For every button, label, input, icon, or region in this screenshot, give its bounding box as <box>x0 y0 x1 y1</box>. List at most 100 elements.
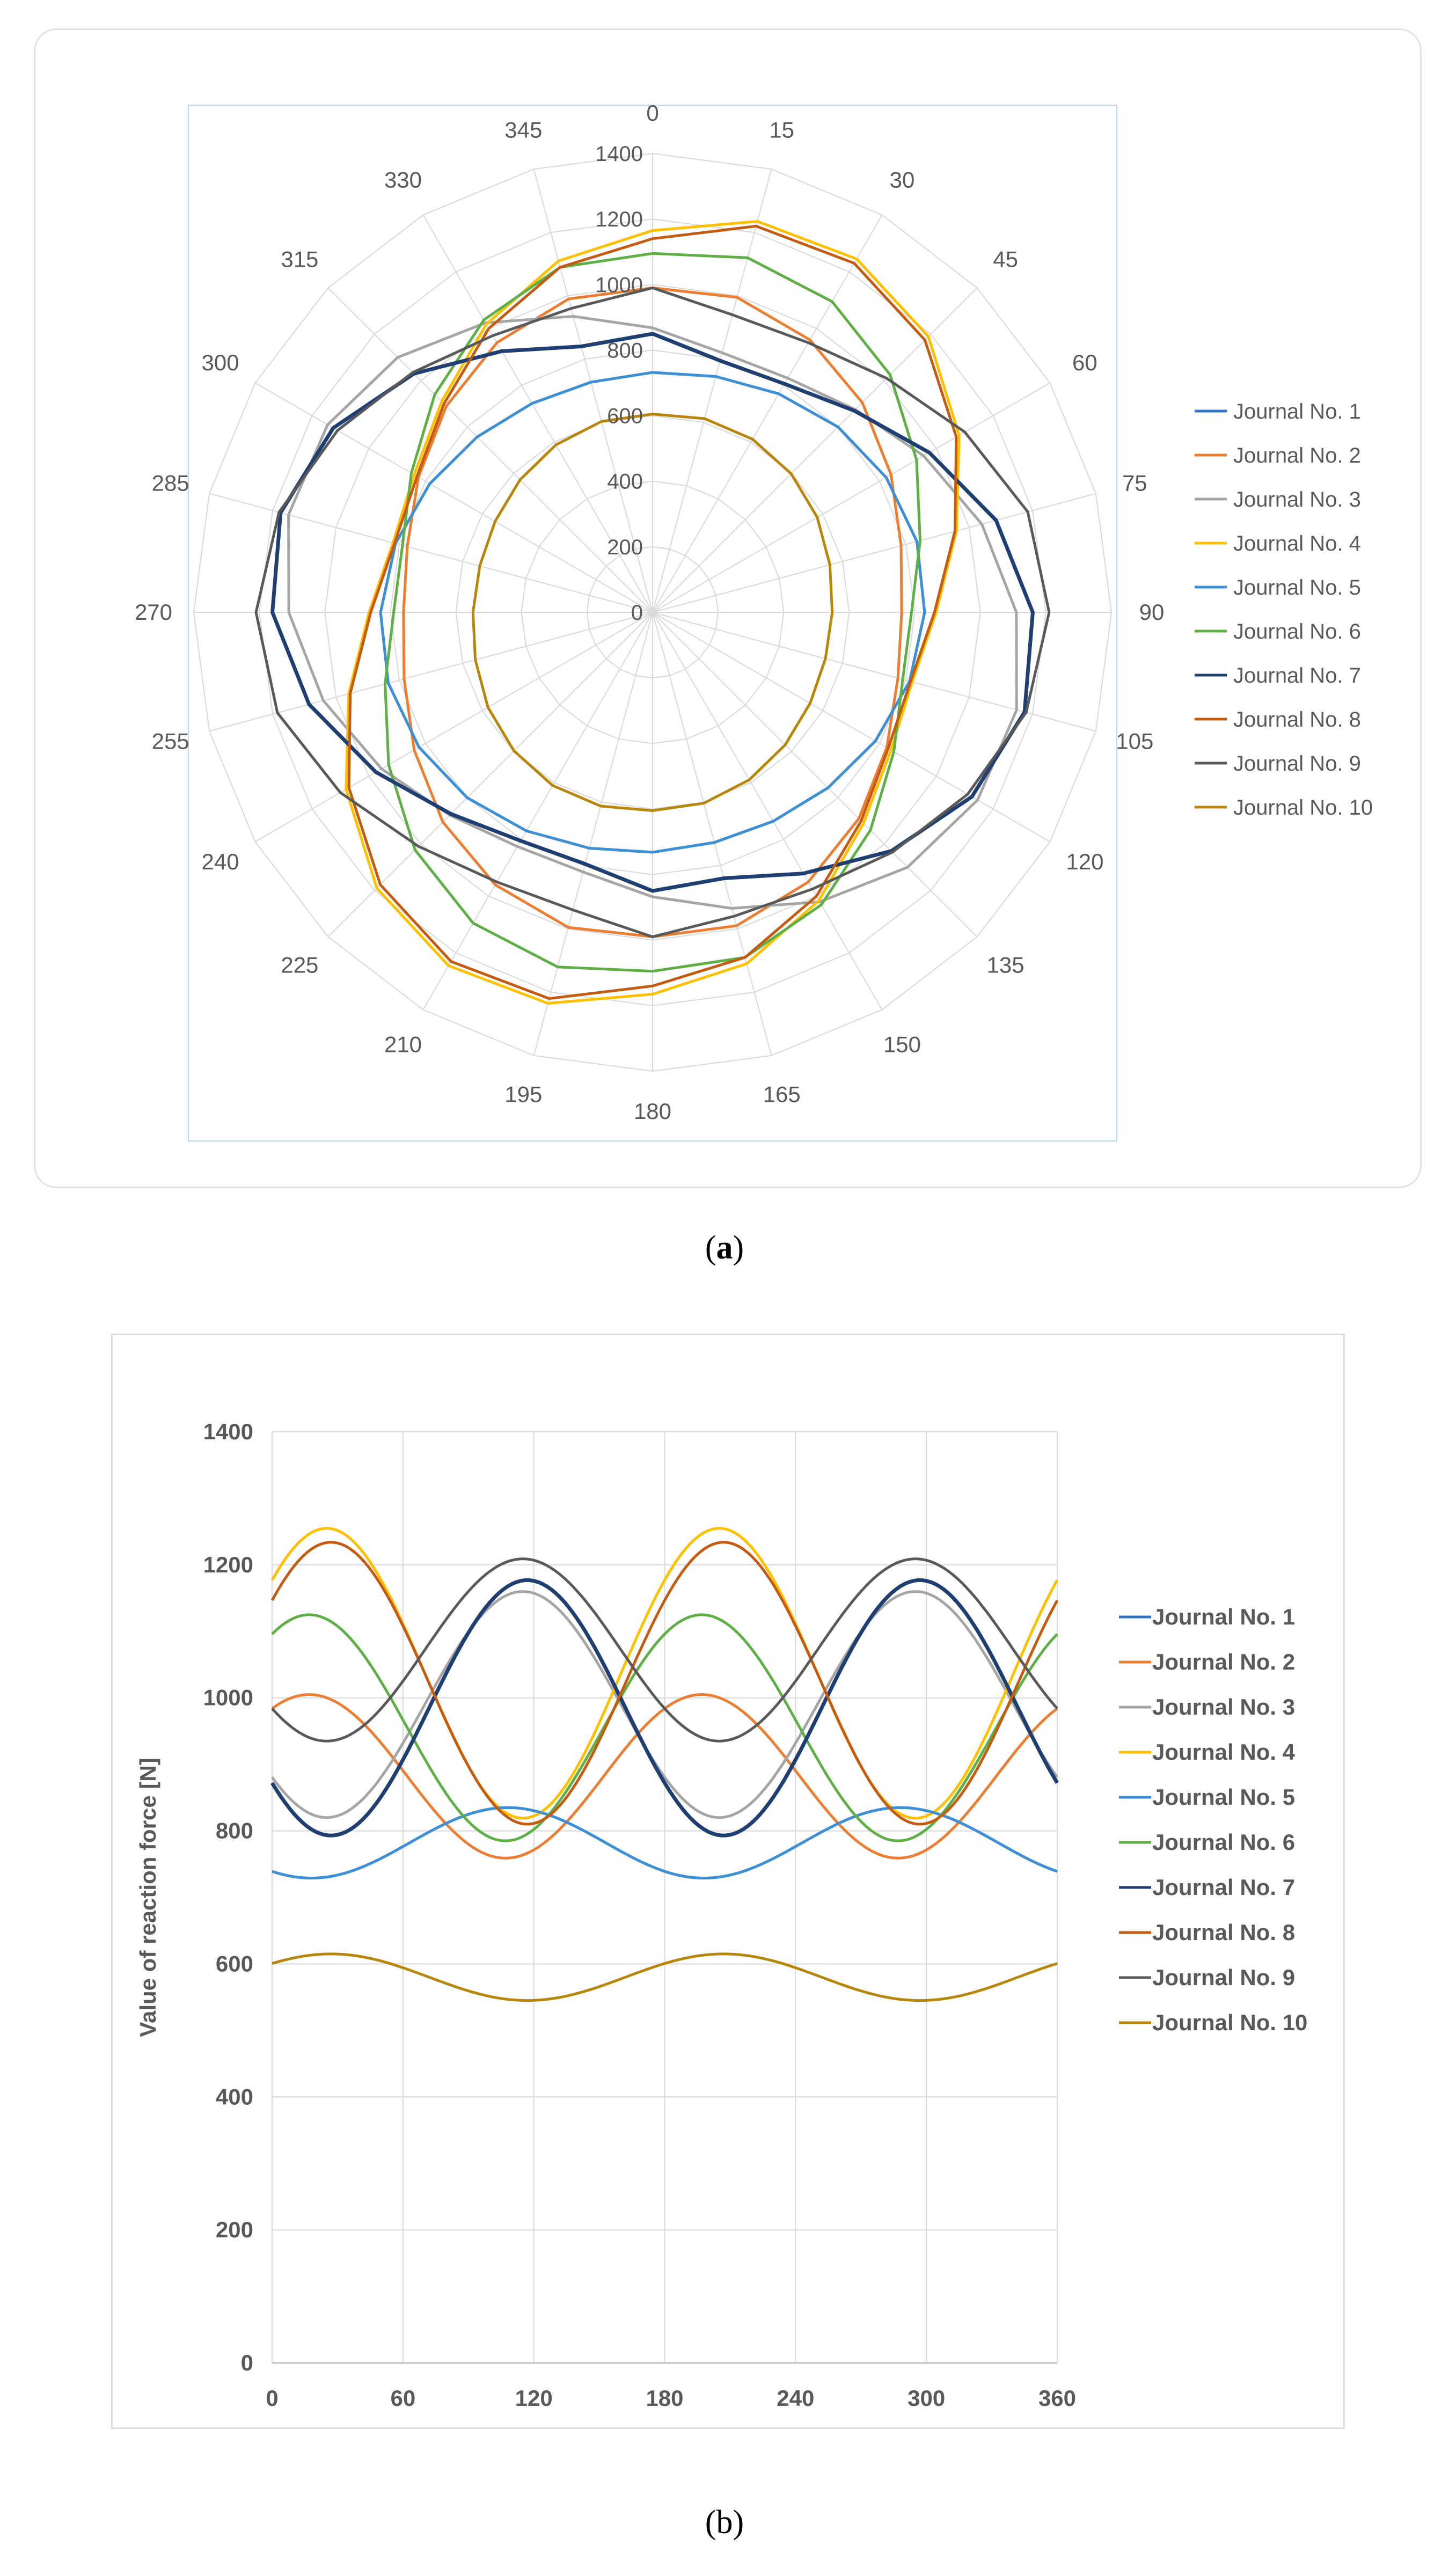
radar-radial-tick-200: 200 <box>607 536 643 559</box>
radar-series-journal-no-10 <box>471 413 834 812</box>
line-series-journal-no-8 <box>270 1541 1059 1826</box>
line-series-journal-no-10 <box>272 1952 1058 2002</box>
line-legend-label-journal-no-2: Journal No. 2 <box>1152 1649 1295 1674</box>
radar-legend-label-journal-no-1: Journal No. 1 <box>1233 400 1361 423</box>
radar-spoke-105 <box>652 612 1096 732</box>
radar-series-journal-no-7 <box>270 332 1035 893</box>
radar-angle-label-255: 255 <box>152 729 189 754</box>
radar-spoke-165 <box>652 612 772 1056</box>
line-series-journal-no-5 <box>272 1806 1058 1880</box>
radar-spoke-195 <box>533 612 653 1056</box>
line-legend-label-journal-no-9: Journal No. 9 <box>1152 1965 1295 1990</box>
radar-series-journal-no-4 <box>345 219 961 1005</box>
radar-spoke-60 <box>652 382 1050 613</box>
line-legend-label-journal-no-8: Journal No. 8 <box>1152 1920 1295 1945</box>
line-series-journal-no-9 <box>271 1557 1058 1743</box>
radar-spoke-15 <box>652 169 772 613</box>
radar-series-journal-no-9 <box>254 286 1051 939</box>
radar-spoke-120 <box>652 612 1050 843</box>
radar-angle-label-165: 165 <box>763 1081 801 1107</box>
radar-legend-label-journal-no-6: Journal No. 6 <box>1233 620 1361 643</box>
radar-radial-tick-1200: 1200 <box>595 208 643 231</box>
radar-legend-label-journal-no-3: Journal No. 3 <box>1233 488 1361 511</box>
radar-radial-tick-0: 0 <box>631 601 643 625</box>
radar-angle-label-180: 180 <box>634 1099 671 1124</box>
radar-angle-label-15: 15 <box>769 118 794 143</box>
line-x-tick-60: 60 <box>390 2385 415 2411</box>
radar-spoke-150 <box>652 612 883 1010</box>
line-series-journal-no-6 <box>271 1613 1058 1842</box>
line-y-tick-200: 200 <box>216 2217 253 2242</box>
radar-spoke-285 <box>209 493 653 613</box>
line-x-tick-120: 120 <box>515 2385 553 2411</box>
radar-series-journal-no-8 <box>347 224 958 1000</box>
line-y-tick-400: 400 <box>216 2084 253 2109</box>
line-series-journal-no-7 <box>270 1578 1059 1838</box>
radar-angle-label-300: 300 <box>202 350 239 375</box>
line-legend-label-journal-no-4: Journal No. 4 <box>1152 1739 1296 1765</box>
radar-series-journal-no-6 <box>384 252 921 973</box>
radar-spoke-345 <box>533 169 653 613</box>
radar-angle-label-75: 75 <box>1122 470 1147 495</box>
line-x-tick-360: 360 <box>1038 2385 1076 2411</box>
radar-spoke-210 <box>422 612 653 1010</box>
radar-angle-label-315: 315 <box>281 246 318 272</box>
radar-spoke-255 <box>209 612 653 732</box>
radar-legend-label-journal-no-2: Journal No. 2 <box>1233 444 1361 467</box>
line-y-tick-0: 0 <box>241 2350 253 2375</box>
radar-angle-label-330: 330 <box>384 167 422 193</box>
radar-angle-label-135: 135 <box>987 953 1024 978</box>
caption-a: (a) <box>705 1230 744 1266</box>
radar-angle-label-45: 45 <box>993 246 1018 272</box>
radar-series-journal-no-3 <box>287 314 1018 910</box>
radar-series-journal-no-5 <box>379 371 926 854</box>
plot-area-border <box>188 105 1117 1141</box>
radar-spoke-45 <box>652 287 978 613</box>
radar-chart-panel: 0 200 400 600 800 1000 1200 1400 0 15 30 45 60 75 90 10… <box>34 28 1422 1188</box>
line-y-tick-1200: 1200 <box>203 1552 253 1577</box>
line-y-tick-800: 800 <box>216 1818 253 1843</box>
line-legend-label-journal-no-5: Journal No. 5 <box>1152 1784 1295 1810</box>
line-x-tick-240: 240 <box>777 2385 814 2411</box>
radar-chart: 0200400600800100012001400015304560759010… <box>135 100 1373 1141</box>
radar-angle-label-105: 105 <box>1116 729 1153 754</box>
line-legend-label-journal-no-7: Journal No. 7 <box>1152 1875 1295 1900</box>
radar-spoke-30 <box>652 215 883 613</box>
radar-angle-label-285: 285 <box>152 470 189 495</box>
line-legend-label-journal-no-6: Journal No. 6 <box>1152 1829 1295 1855</box>
line-x-tick-180: 180 <box>646 2385 683 2411</box>
radar-angle-label-225: 225 <box>281 953 318 978</box>
radar-spoke-315 <box>327 287 653 613</box>
radar-angle-label-345: 345 <box>504 118 542 143</box>
line-series-journal-no-3 <box>270 1590 1059 1819</box>
radar-spoke-225 <box>327 612 653 938</box>
line-x-tick-0: 0 <box>266 2385 278 2411</box>
radar-angle-label-0: 0 <box>646 100 658 126</box>
radar-legend-label-journal-no-5: Journal No. 5 <box>1233 576 1361 599</box>
radar-angle-label-120: 120 <box>1066 849 1103 874</box>
line-x-tick-300: 300 <box>908 2385 945 2411</box>
radar-radial-tick-800: 800 <box>607 339 643 362</box>
line-legend-label-journal-no-10: Journal No. 10 <box>1152 2010 1307 2035</box>
radar-angle-label-270: 270 <box>135 599 172 625</box>
radar-angle-label-60: 60 <box>1072 350 1097 375</box>
radar-radial-tick-600: 600 <box>607 405 643 428</box>
radar-spoke-240 <box>255 612 653 843</box>
line-y-tick-600: 600 <box>216 1951 253 1976</box>
radar-angle-label-90: 90 <box>1139 599 1165 625</box>
radar-radial-tick-400: 400 <box>607 470 643 494</box>
radar-angle-label-30: 30 <box>890 167 915 193</box>
radar-legend-label-journal-no-4: Journal No. 4 <box>1233 532 1361 555</box>
radar-spoke-75 <box>652 493 1096 613</box>
line-y-tick-1400: 1400 <box>203 1419 253 1444</box>
radar-spoke-330 <box>422 215 653 613</box>
caption-b: (b) <box>705 2504 744 2541</box>
line-legend-label-journal-no-1: Journal No. 1 <box>1152 1604 1295 1629</box>
radar-legend-label-journal-no-7: Journal No. 7 <box>1233 664 1361 687</box>
line-chart-panel: 0 200 400 600 800 1000 1200 1400 0 60 120 180 240 300… <box>111 1334 1345 2429</box>
radar-radial-tick-1000: 1000 <box>595 273 643 297</box>
radar-radial-tick-1400: 1400 <box>595 142 643 166</box>
line-y-axis-title: Value of reaction force [N] <box>135 1758 160 2037</box>
radar-angle-label-240: 240 <box>202 849 239 874</box>
line-chart: 0 200 400 600 800 1000 1200 1400 0 60 120 180 240 300… <box>135 1419 1307 2411</box>
